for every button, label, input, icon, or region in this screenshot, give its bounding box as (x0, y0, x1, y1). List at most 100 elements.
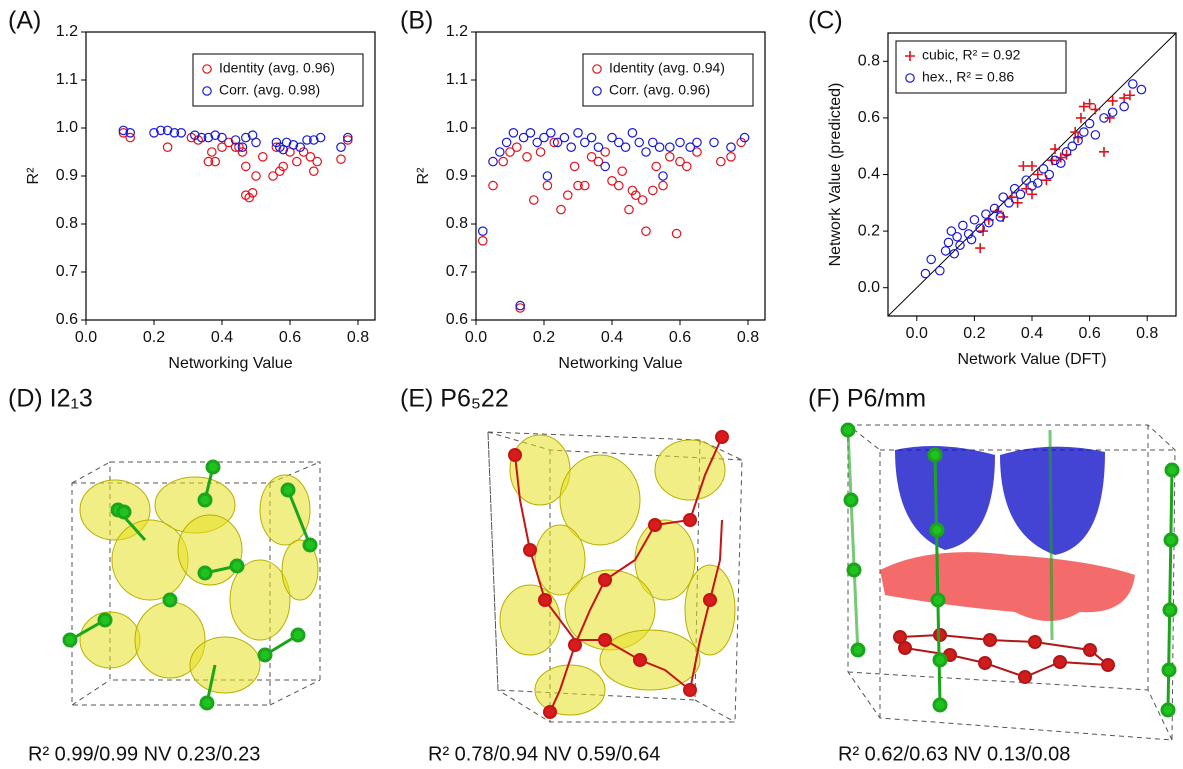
point (162, 142, 173, 152)
y-tick-label: 0.4 (858, 166, 880, 183)
point (647, 137, 658, 148)
point (312, 156, 322, 167)
point (1027, 189, 1037, 200)
point (573, 128, 583, 138)
point (556, 204, 566, 215)
y-tick-label: 0.2 (858, 222, 880, 239)
structure-title: (F) P6/mm (808, 385, 926, 413)
point (1015, 189, 1026, 200)
point (664, 152, 675, 162)
y-axis-label: Network Value (predicted) (827, 83, 844, 267)
point (488, 180, 498, 191)
legend-frame (582, 53, 754, 107)
point (1044, 169, 1055, 180)
point (203, 132, 214, 143)
point (251, 171, 261, 181)
point (308, 166, 319, 176)
point (203, 156, 214, 167)
structure-title: (D) I2₁3 (8, 385, 93, 413)
point (224, 137, 234, 148)
point (308, 135, 319, 145)
point (620, 142, 631, 152)
point (998, 192, 1008, 202)
x-axis-label: Networking Value (558, 355, 682, 372)
point (627, 128, 638, 138)
point (692, 137, 702, 148)
point (241, 132, 251, 143)
point (1061, 147, 1072, 157)
point (1050, 144, 1061, 155)
legend-marker (905, 51, 915, 61)
point (966, 234, 977, 245)
point (1056, 158, 1066, 168)
point (295, 142, 305, 152)
y-axis-label: R² (415, 167, 432, 185)
point (1038, 164, 1049, 174)
x-tick-label: 0.8 (1136, 325, 1158, 342)
point (613, 180, 624, 191)
point (528, 195, 539, 205)
point (1055, 152, 1066, 163)
legend-frame (895, 40, 1067, 94)
point (1041, 175, 1052, 186)
point (671, 228, 682, 239)
x-axis-label: Network Value (DFT) (957, 351, 1106, 368)
point (1021, 183, 1032, 194)
point (630, 190, 641, 200)
x-tick-label: 0.6 (669, 329, 691, 346)
point (1084, 118, 1095, 129)
y-tick-label: 1.2 (446, 23, 468, 40)
point (210, 156, 220, 167)
point (210, 130, 220, 140)
point (715, 156, 726, 167)
legend-marker (202, 64, 212, 74)
point (658, 180, 668, 191)
point (532, 137, 542, 148)
point (1090, 104, 1101, 115)
x-tick-label: 0.0 (906, 325, 928, 342)
point (1128, 79, 1138, 89)
panel-label: (B) (400, 7, 433, 35)
chart: (A) 0.0 0.2 0.4 0.6 0.8 0.6 0.7 0.8 0.9 1.0 1.1 1.2 N… (8, 7, 376, 372)
y-tick-label: 0.6 (858, 109, 880, 126)
point (1107, 107, 1118, 118)
point (1070, 127, 1081, 138)
point (237, 142, 248, 152)
point (600, 161, 610, 172)
point (600, 147, 610, 157)
point (566, 142, 576, 152)
point (654, 142, 665, 152)
point (1027, 181, 1037, 191)
x-tick-label: 0.2 (533, 329, 555, 346)
point (535, 147, 546, 157)
point (955, 240, 965, 251)
point (1050, 155, 1060, 166)
point (508, 128, 519, 138)
point (940, 246, 951, 256)
point (569, 161, 580, 172)
x-tick-label: 0.8 (347, 329, 369, 346)
point (935, 265, 945, 276)
x-tick-label: 0.4 (211, 329, 233, 346)
point (627, 185, 638, 196)
point (169, 128, 180, 138)
structure-caption: R² 0.62/0.63 NV 0.13/0.08 (838, 743, 1070, 765)
point (545, 128, 556, 138)
point (298, 147, 309, 157)
point (562, 190, 573, 200)
x-tick-label: 0.8 (737, 329, 759, 346)
point (958, 220, 968, 231)
point (549, 137, 559, 148)
point (207, 147, 217, 157)
point (1018, 161, 1029, 172)
point (552, 137, 563, 148)
legend-label: Corr. (avg. 0.96) (609, 82, 710, 98)
point (675, 156, 685, 167)
point (1099, 113, 1109, 123)
point (1136, 84, 1147, 95)
point (156, 125, 166, 136)
point (593, 142, 604, 152)
point (1027, 161, 1037, 172)
point (271, 137, 282, 148)
legend-marker (592, 86, 602, 96)
